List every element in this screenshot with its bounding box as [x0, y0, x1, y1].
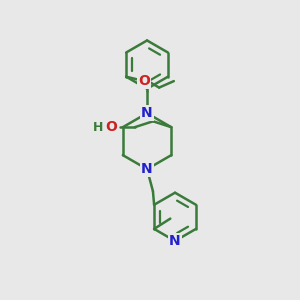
- Text: N: N: [141, 162, 153, 176]
- Text: O: O: [105, 120, 117, 134]
- Text: O: O: [139, 74, 150, 88]
- Text: N: N: [141, 106, 153, 120]
- Text: N: N: [169, 234, 181, 248]
- Text: H: H: [93, 121, 103, 134]
